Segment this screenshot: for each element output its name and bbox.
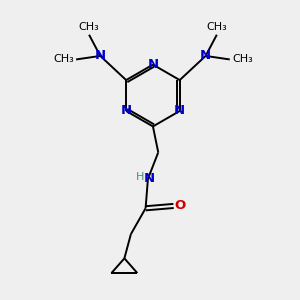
Text: H: H <box>136 172 144 182</box>
Text: O: O <box>174 200 186 212</box>
Text: N: N <box>174 104 185 118</box>
Text: N: N <box>121 104 132 118</box>
Text: N: N <box>147 58 158 71</box>
Text: N: N <box>144 172 155 185</box>
Text: N: N <box>200 50 211 62</box>
Text: CH₃: CH₃ <box>79 22 99 32</box>
Text: CH₃: CH₃ <box>232 55 253 64</box>
Text: CH₃: CH₃ <box>206 22 227 32</box>
Text: N: N <box>95 50 106 62</box>
Text: CH₃: CH₃ <box>53 55 74 64</box>
